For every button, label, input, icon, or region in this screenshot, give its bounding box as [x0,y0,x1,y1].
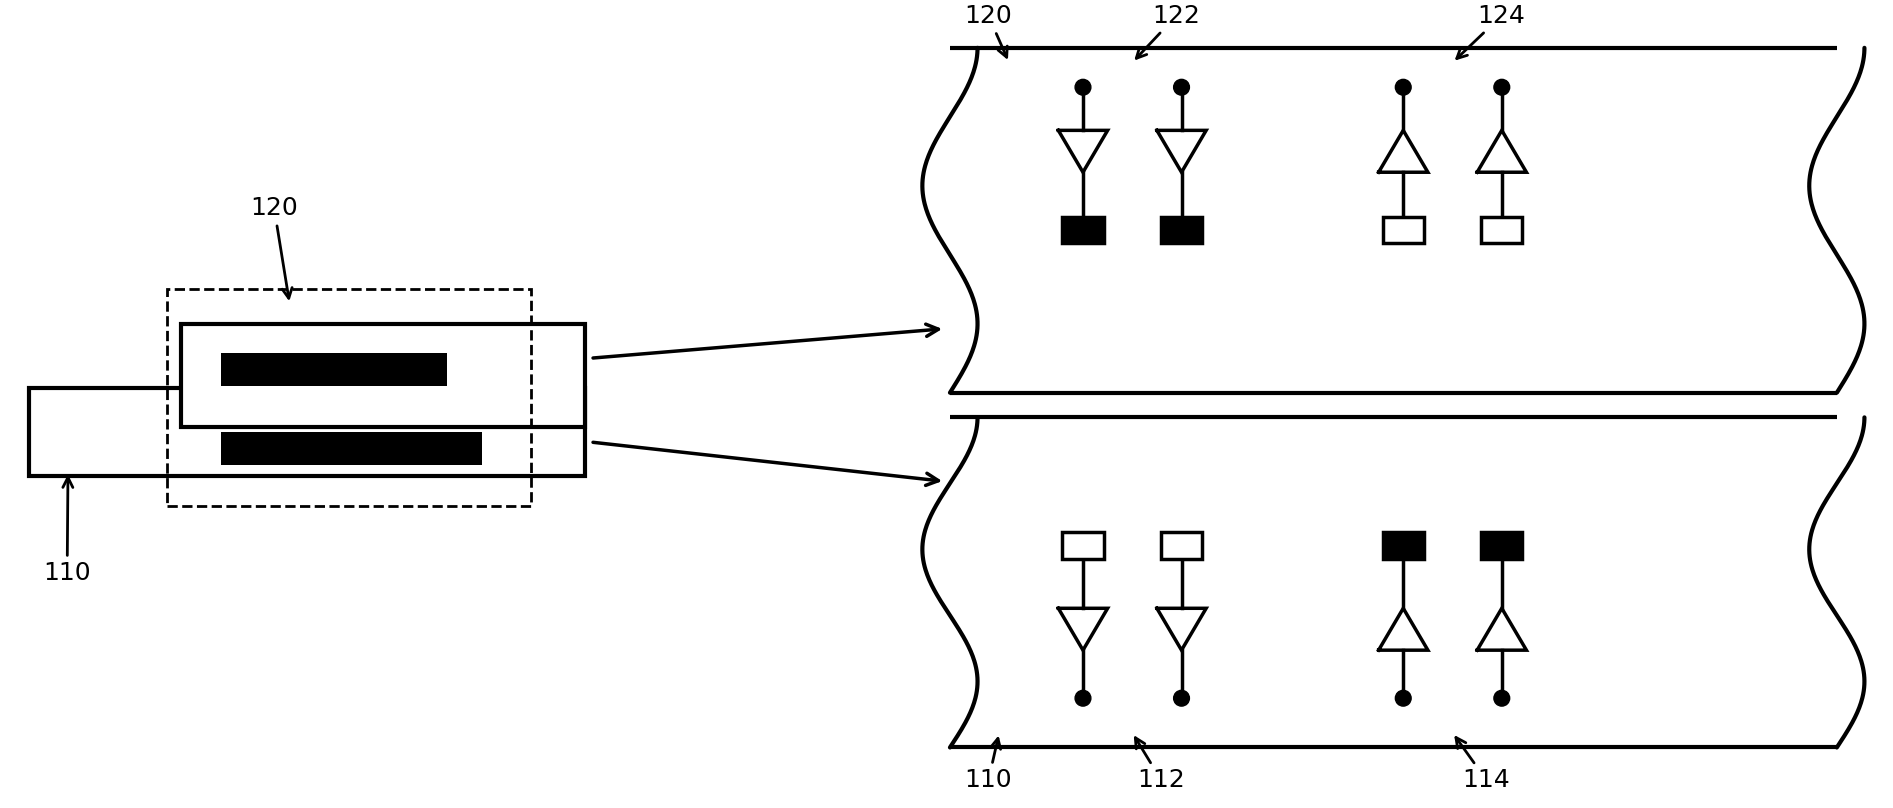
Bar [28,388,585,477]
Bar [182,324,585,427]
Bar [1160,532,1202,559]
Circle shape [1395,690,1410,706]
Text: 122: 122 [1136,4,1200,58]
Bar [1160,217,1202,243]
Bar [1480,532,1522,559]
Bar [221,353,447,386]
Circle shape [1174,690,1189,706]
Circle shape [1075,690,1090,706]
Bar [1382,217,1424,243]
Circle shape [1494,690,1511,706]
Bar [1062,532,1104,559]
Bar [1480,217,1522,243]
Circle shape [1494,79,1511,95]
Circle shape [1395,79,1410,95]
Circle shape [1075,79,1090,95]
Text: 112: 112 [1136,738,1185,792]
Bar [1382,532,1424,559]
Text: 110: 110 [965,739,1013,792]
Circle shape [1174,79,1189,95]
Bar [1062,217,1104,243]
Text: 114: 114 [1456,738,1511,792]
Text: 120: 120 [965,4,1013,57]
Bar [221,432,483,465]
Text: 110: 110 [44,478,91,585]
Text: 124: 124 [1458,4,1526,58]
Text: 120: 120 [250,196,297,298]
Bar [167,289,532,506]
